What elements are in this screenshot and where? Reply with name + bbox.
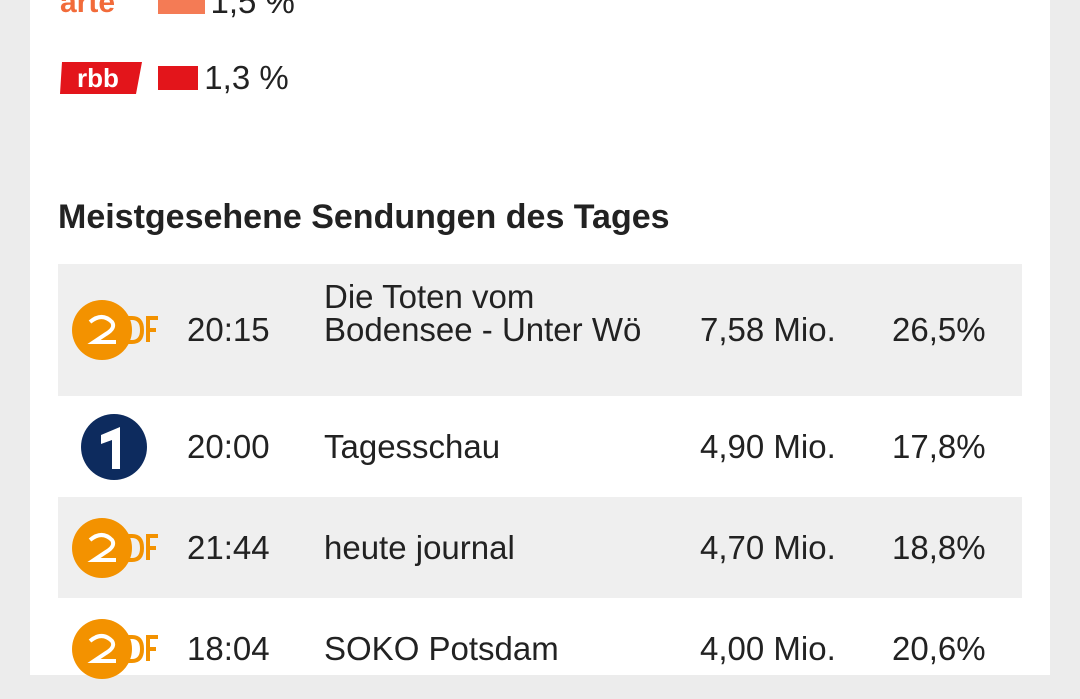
table-row: 18:04 SOKO Potsdam 4,00 Mio. 20,6% [58, 598, 1022, 699]
channel-logo: rbb [60, 62, 142, 94]
logo-two [87, 633, 116, 663]
market-share: 18,8% [892, 528, 986, 566]
table-row: 20:00 Tagesschau 4,90 Mio. 17,8% [58, 396, 1022, 497]
show-title: Die Toten vom Bodensee - Unter Wö [324, 278, 642, 348]
logo-d [122, 634, 145, 663]
channel-logo [81, 413, 147, 480]
logo-two [87, 315, 116, 344]
viewers: 4,90 Mio. [700, 427, 836, 465]
market-share: 20,6% [892, 629, 986, 667]
logo-text: arte [60, 0, 115, 19]
section-title: Meistgesehene Sendungen des Tages [58, 198, 670, 236]
market-share: 26,5% [892, 311, 986, 348]
logo-f [146, 316, 158, 342]
viewers: 4,70 Mio. [700, 528, 836, 566]
share-bar [158, 66, 199, 90]
logo-one [101, 426, 120, 469]
time: 20:15 [187, 311, 270, 348]
logo-d [122, 316, 145, 344]
time: 18:04 [187, 629, 270, 667]
logo-shape [60, 62, 142, 94]
viewers: 4,00 Mio. [700, 629, 836, 667]
table-row: 20:15 Die Toten vom Bodensee - Unter Wö 7,… [58, 264, 1022, 396]
show-title: Tagesschau [324, 427, 501, 465]
table-row: 21:44 heute journal 4,70 Mio. 18,8% [58, 497, 1022, 598]
logo-circle [72, 300, 132, 360]
logo-d [122, 533, 145, 562]
show-title: SOKO Potsdam [324, 629, 559, 667]
time: 20:00 [187, 427, 270, 465]
logo-two [87, 532, 116, 562]
card: Meistgesehene Sendungen des Tages arte 1,… [30, 0, 1050, 679]
share-label: 1,3 % [204, 59, 289, 96]
logo-text: rbb [77, 63, 119, 93]
time: 21:44 [187, 528, 270, 566]
share-label: 1,5 % [210, 0, 295, 20]
logo-f [146, 634, 158, 661]
show-title: heute journal [324, 528, 515, 566]
logo-circle [72, 618, 132, 679]
viewers: 7,58 Mio. [700, 311, 836, 348]
channel-logo [72, 618, 158, 679]
share-bar [158, 0, 205, 14]
channel-logo: arte [60, 0, 115, 19]
market-share: 17,8% [892, 427, 986, 465]
channel-logo [72, 517, 158, 578]
logo-f [146, 533, 158, 560]
logo-circle [72, 517, 132, 578]
page: Meistgesehene Sendungen des Tages arte 1,… [30, 0, 1050, 679]
channel-logo [72, 300, 158, 360]
